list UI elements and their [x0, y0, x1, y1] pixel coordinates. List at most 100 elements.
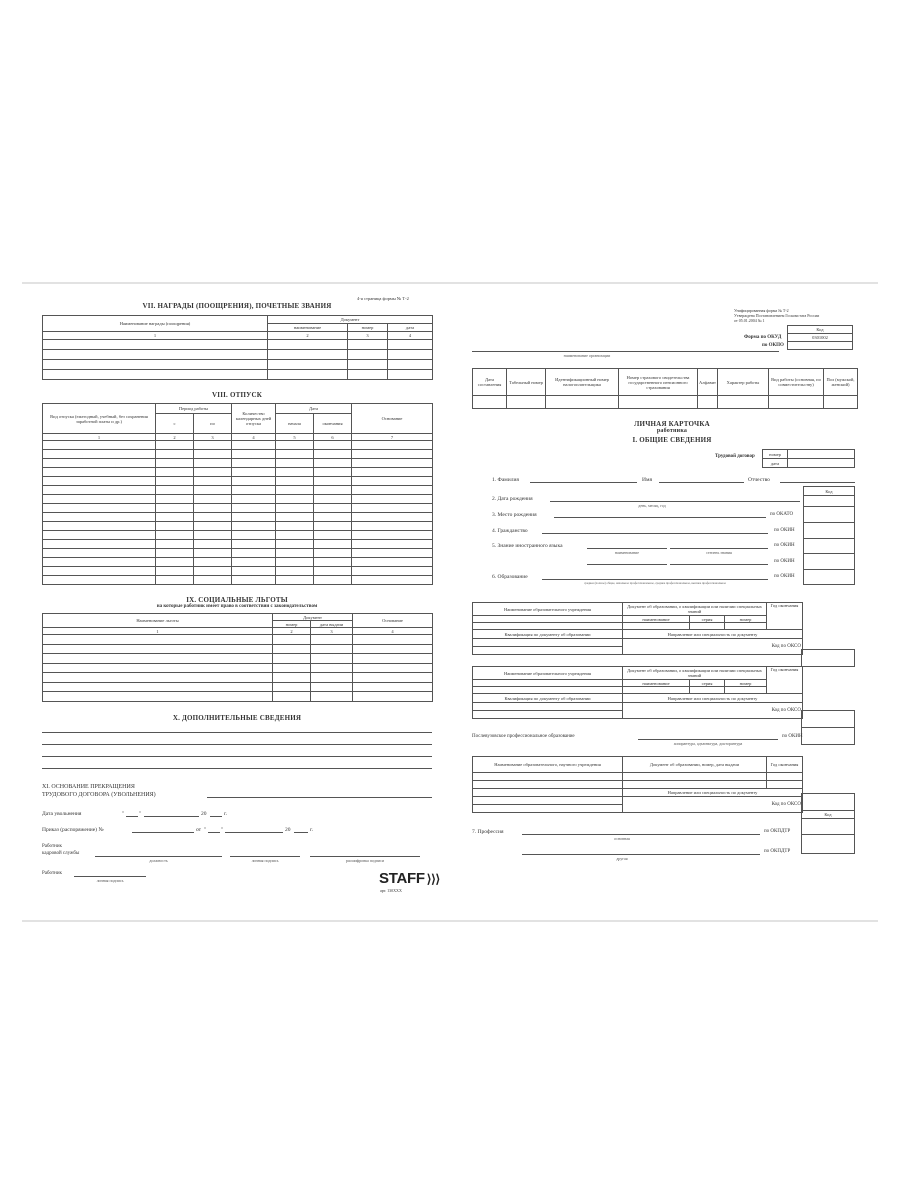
table-cell[interactable]: [192, 449, 233, 459]
table-cell[interactable]: [192, 548, 233, 558]
cell[interactable]: [472, 638, 623, 647]
table-cell[interactable]: [352, 672, 434, 683]
table-cell[interactable]: [351, 566, 434, 576]
table-cell[interactable]: [309, 691, 354, 702]
table-cell[interactable]: [267, 359, 348, 370]
cell[interactable]: [472, 804, 623, 813]
table-cell[interactable]: [231, 575, 277, 585]
table-cell[interactable]: [155, 440, 194, 450]
table-cell[interactable]: [347, 349, 388, 360]
table-cell[interactable]: [275, 557, 315, 567]
cell[interactable]: [472, 686, 623, 694]
table-cell[interactable]: [42, 349, 268, 360]
code-cell[interactable]: [803, 538, 855, 554]
table-cell[interactable]: [309, 643, 354, 654]
cell[interactable]: [823, 395, 858, 409]
table-cell[interactable]: [351, 530, 434, 540]
cell[interactable]: [472, 780, 623, 789]
table-cell[interactable]: [352, 681, 434, 692]
table-cell[interactable]: [313, 521, 353, 531]
table-cell[interactable]: [386, 369, 434, 380]
table-cell[interactable]: [275, 440, 315, 450]
table-cell[interactable]: [231, 539, 277, 549]
table-cell[interactable]: [192, 485, 233, 495]
table-cell[interactable]: [351, 476, 434, 486]
table-cell[interactable]: [42, 503, 156, 513]
table-cell[interactable]: [275, 512, 315, 522]
table-cell[interactable]: [42, 662, 273, 673]
table-cell[interactable]: [275, 566, 315, 576]
table-cell[interactable]: [192, 458, 233, 468]
table-cell[interactable]: [42, 467, 156, 477]
table-cell[interactable]: [42, 440, 156, 450]
table-cell[interactable]: [231, 494, 277, 504]
table-cell[interactable]: [42, 653, 273, 664]
table-cell[interactable]: [192, 530, 233, 540]
table-cell[interactable]: [272, 662, 311, 673]
table-cell[interactable]: [42, 643, 273, 654]
table-cell[interactable]: [155, 557, 194, 567]
table-cell[interactable]: [275, 503, 315, 513]
table-cell[interactable]: [313, 476, 353, 486]
cell[interactable]: [622, 772, 767, 781]
code-cell[interactable]: [801, 818, 855, 835]
table-cell[interactable]: [351, 575, 434, 585]
table-cell[interactable]: [272, 691, 311, 702]
table-cell[interactable]: [275, 467, 315, 477]
table-cell[interactable]: [275, 548, 315, 558]
table-cell[interactable]: [386, 349, 434, 360]
table-cell[interactable]: [352, 662, 434, 673]
table-cell[interactable]: [347, 339, 388, 350]
table-cell[interactable]: [42, 681, 273, 692]
table-cell[interactable]: [313, 566, 353, 576]
table-cell[interactable]: [42, 566, 156, 576]
table-cell[interactable]: [42, 539, 156, 549]
postgrad-field[interactable]: [638, 739, 778, 740]
cell[interactable]: [622, 622, 690, 630]
table-cell[interactable]: [352, 653, 434, 664]
table-cell[interactable]: [347, 359, 388, 370]
cell[interactable]: [622, 686, 690, 694]
cell[interactable]: [697, 395, 718, 409]
cell[interactable]: [766, 772, 803, 781]
table-cell[interactable]: [192, 539, 233, 549]
cell[interactable]: [766, 780, 803, 789]
language-level-field-2[interactable]: [670, 564, 768, 565]
table-cell[interactable]: [192, 521, 233, 531]
table-cell[interactable]: [275, 485, 315, 495]
table-cell[interactable]: [155, 548, 194, 558]
okso-code-cell[interactable]: [801, 710, 855, 728]
table-cell[interactable]: [192, 575, 233, 585]
organization-field[interactable]: [472, 351, 779, 352]
cell[interactable]: [472, 788, 623, 797]
table-cell[interactable]: [352, 634, 434, 645]
cell[interactable]: [472, 710, 623, 719]
text-line[interactable]: [42, 756, 432, 757]
table-cell[interactable]: [267, 339, 348, 350]
code-cell[interactable]: [803, 506, 855, 523]
table-cell[interactable]: [351, 440, 434, 450]
table-cell[interactable]: [309, 662, 354, 673]
table-cell[interactable]: [192, 440, 233, 450]
table-cell[interactable]: [155, 467, 194, 477]
table-cell[interactable]: [313, 530, 353, 540]
table-cell[interactable]: [313, 485, 353, 495]
dismissal-year-field[interactable]: [210, 816, 222, 817]
table-cell[interactable]: [351, 458, 434, 468]
table-cell[interactable]: [42, 691, 273, 702]
table-cell[interactable]: [155, 458, 194, 468]
hr-signature-field[interactable]: [230, 856, 300, 857]
table-cell[interactable]: [275, 521, 315, 531]
text-line[interactable]: [42, 732, 432, 733]
cell[interactable]: [472, 796, 623, 805]
table-cell[interactable]: [313, 440, 353, 450]
table-cell[interactable]: [42, 521, 156, 531]
table-cell[interactable]: [192, 512, 233, 522]
table-cell[interactable]: [42, 512, 156, 522]
table-cell[interactable]: [386, 339, 434, 350]
table-cell[interactable]: [313, 449, 353, 459]
table-cell[interactable]: [231, 476, 277, 486]
table-cell[interactable]: [192, 494, 233, 504]
table-cell[interactable]: [275, 449, 315, 459]
cell[interactable]: [472, 702, 623, 711]
